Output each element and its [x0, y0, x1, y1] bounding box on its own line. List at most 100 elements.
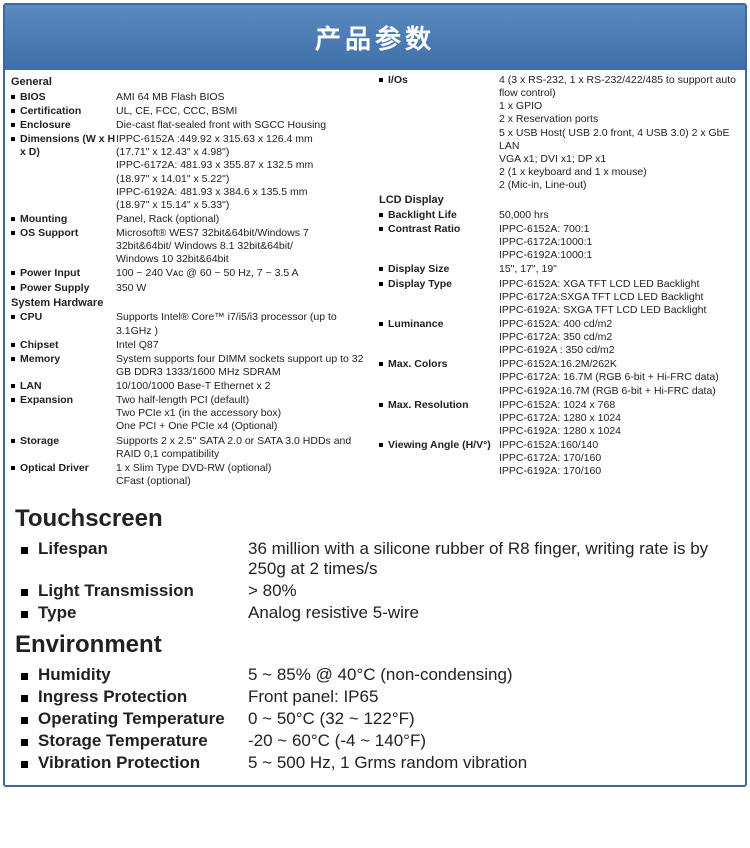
spec-value: Two half-length PCI (default)Two PCIe x1…: [116, 394, 371, 433]
big-spec-label: Vibration Protection: [38, 753, 248, 773]
spec-row: BIOSAMI 64 MB Flash BIOS: [11, 91, 371, 104]
left-column: GeneralBIOSAMI 64 MB Flash BIOSCertifica…: [11, 74, 371, 489]
spec-value: 350 W: [116, 282, 371, 295]
right-column: I/Os4 (3 x RS-232, 1 x RS-232/422/485 to…: [379, 74, 739, 489]
big-spec-row: Storage Temperature-20 ~ 60°C (-4 ~ 140°…: [15, 731, 735, 751]
big-spec-row: Humidity5 ~ 85% @ 40°C (non-condensing): [15, 665, 735, 685]
spec-row: LAN10/100/1000 Base-T Ethernet x 2: [11, 380, 371, 393]
bullet-icon: [379, 213, 383, 217]
bullet-icon: [11, 231, 15, 235]
spec-row: ExpansionTwo half-length PCI (default)Tw…: [11, 394, 371, 433]
spec-row: MountingPanel, Rack (optional): [11, 213, 371, 226]
spec-value: Supports Intel® Core™ i7/i5/i3 processor…: [116, 311, 371, 337]
bullet-icon: [379, 403, 383, 407]
spec-value: 50,000 hrs: [499, 209, 739, 222]
big-spec-label: Type: [38, 603, 248, 623]
environment-title: Environment: [15, 631, 735, 659]
spec-value: Microsoft® WES7 32bit&64bit/Windows 732b…: [116, 227, 371, 266]
spec-label: Expansion: [11, 394, 116, 407]
spec-value: System supports four DIMM sockets suppor…: [116, 353, 371, 379]
spec-label: Viewing Angle (H/V°): [379, 439, 499, 452]
spec-row: Max. ColorsIPPC-6152A:16.2M/262KIPPC-617…: [379, 358, 739, 397]
spec-value: IPPC-6152A: 700:1IPPC-6172A:1000:1IPPC-6…: [499, 223, 739, 262]
spec-value: Supports 2 x 2.5" SATA 2.0 or SATA 3.0 H…: [116, 435, 371, 461]
bullet-icon: [379, 282, 383, 286]
section-title: General: [11, 76, 371, 90]
spec-value: IPPC-6152A :449.92 x 315.63 x 126.4 mm(1…: [116, 133, 371, 212]
spec-row: Power Input100 ~ 240 Vᴀᴄ @ 60 ~ 50 Hz, 7…: [11, 267, 371, 280]
spec-label: Storage: [11, 435, 116, 448]
spec-label: Power Input: [11, 267, 116, 280]
spec-value: IPPC-6152A:16.2M/262KIPPC-6172A: 16.7M (…: [499, 358, 739, 397]
bullet-icon: [11, 384, 15, 388]
section-title: LCD Display: [379, 194, 739, 208]
big-spec-value: Front panel: IP65: [248, 687, 735, 707]
big-spec-label: Humidity: [38, 665, 248, 685]
spec-value: IPPC-6152A: 1024 x 768IPPC-6172A: 1280 x…: [499, 399, 739, 438]
big-spec-row: Light Transmission> 80%: [15, 581, 735, 601]
spec-label: LAN: [11, 380, 116, 393]
bullet-icon: [11, 286, 15, 290]
big-spec-value: -20 ~ 60°C (-4 ~ 140°F): [248, 731, 735, 751]
bullet-icon: [11, 315, 15, 319]
big-spec-row: TypeAnalog resistive 5-wire: [15, 603, 735, 623]
spec-row: EnclosureDie-cast flat-sealed front with…: [11, 119, 371, 132]
bullet-icon: [379, 78, 383, 82]
spec-label: Power Supply: [11, 282, 116, 295]
bullet-icon: [11, 271, 15, 275]
bullet-icon: [11, 439, 15, 443]
big-spec-value: 36 million with a silicone rubber of R8 …: [248, 539, 735, 579]
spec-label: Dimensions (W x H x D): [11, 133, 116, 159]
spec-label: Memory: [11, 353, 116, 366]
bullet-icon: [11, 466, 15, 470]
touchscreen-rows: Lifespan36 million with a silicone rubbe…: [15, 539, 735, 623]
big-spec-label: Storage Temperature: [38, 731, 248, 751]
spec-label: Chipset: [11, 339, 116, 352]
bullet-icon: [21, 739, 28, 746]
spec-row: Viewing Angle (H/V°)IPPC-6152A:160/140IP…: [379, 439, 739, 478]
bullet-icon: [11, 137, 15, 141]
spec-sheet-container: 产品参数 GeneralBIOSAMI 64 MB Flash BIOSCert…: [3, 3, 747, 787]
big-spec-label: Ingress Protection: [38, 687, 248, 707]
spec-label: Display Type: [379, 278, 499, 291]
spec-value: 4 (3 x RS-232, 1 x RS-232/422/485 to sup…: [499, 74, 739, 192]
bullet-icon: [11, 217, 15, 221]
big-spec-row: Operating Temperature0 ~ 50°C (32 ~ 122°…: [15, 709, 735, 729]
spec-label: Mounting: [11, 213, 116, 226]
bullet-icon: [21, 695, 28, 702]
spec-value: UL, CE, FCC, CCC, BSMI: [116, 105, 371, 118]
big-spec-row: Lifespan36 million with a silicone rubbe…: [15, 539, 735, 579]
spec-label: Max. Colors: [379, 358, 499, 371]
spec-label: Enclosure: [11, 119, 116, 132]
spec-value: Die-cast flat-sealed front with SGCC Hou…: [116, 119, 371, 132]
bullet-icon: [11, 357, 15, 361]
bullet-icon: [11, 398, 15, 402]
spec-label: Certification: [11, 105, 116, 118]
big-spec-value: 5 ~ 85% @ 40°C (non-condensing): [248, 665, 735, 685]
spec-row: Display TypeIPPC-6152A: XGA TFT LCD LED …: [379, 278, 739, 317]
spec-value: IPPC-6152A: XGA TFT LCD LED BacklightIPP…: [499, 278, 739, 317]
section-title: System Hardware: [11, 297, 371, 311]
bullet-icon: [21, 547, 28, 554]
bullet-icon: [21, 717, 28, 724]
spec-row: Display Size15", 17", 19": [379, 263, 739, 276]
spec-row: Backlight Life50,000 hrs: [379, 209, 739, 222]
bullet-icon: [379, 362, 383, 366]
spec-label: Max. Resolution: [379, 399, 499, 412]
spec-label: Backlight Life: [379, 209, 499, 222]
spec-label: CPU: [11, 311, 116, 324]
bullet-icon: [11, 123, 15, 127]
big-spec-label: Light Transmission: [38, 581, 248, 601]
bullet-icon: [379, 267, 383, 271]
big-spec-label: Operating Temperature: [38, 709, 248, 729]
spec-label: Display Size: [379, 263, 499, 276]
touchscreen-title: Touchscreen: [15, 505, 735, 533]
spec-row: CPUSupports Intel® Core™ i7/i5/i3 proces…: [11, 311, 371, 337]
spec-value: Panel, Rack (optional): [116, 213, 371, 226]
spec-value: AMI 64 MB Flash BIOS: [116, 91, 371, 104]
big-spec-row: Ingress ProtectionFront panel: IP65: [15, 687, 735, 707]
spec-value: 1 x Slim Type DVD-RW (optional)CFast (op…: [116, 462, 371, 488]
spec-value: Intel Q87: [116, 339, 371, 352]
bullet-icon: [379, 443, 383, 447]
spec-row: ChipsetIntel Q87: [11, 339, 371, 352]
